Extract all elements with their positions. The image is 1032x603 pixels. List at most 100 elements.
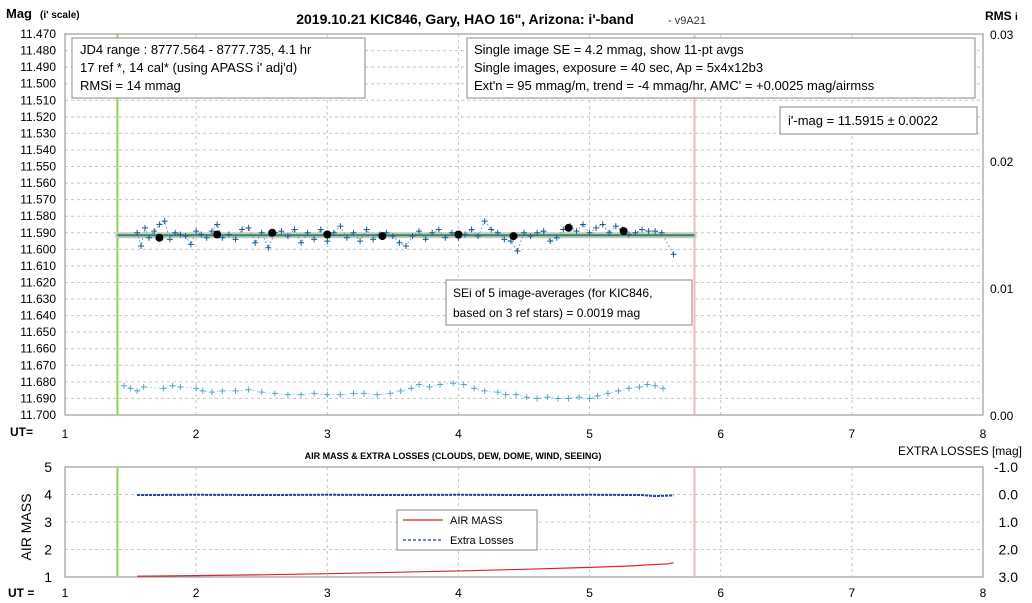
y2-tick-label: 2.0 [999,542,1019,558]
x-tick-label: 1 [62,586,69,600]
y2-tick-label: 0.02 [990,155,1014,169]
airmass-y2-axis-label: EXTRA LOSSES [mag] [898,444,1022,458]
y-tick-label: 5 [44,459,52,475]
y2-tick-label: 0.03 [990,28,1014,42]
average-point [213,230,222,239]
single-image-point [145,234,152,241]
rms-point [350,390,357,397]
rms-point [615,387,622,394]
single-image-point [330,229,337,236]
x-tick-label: 3 [324,586,331,600]
legend-entry: Extra Losses [450,535,514,547]
single-image-point [652,228,659,235]
rms-point [298,391,305,398]
y-tick-label: 11.700 [20,408,56,422]
y-tick-label: 11.640 [20,309,56,323]
rms-point [140,384,147,391]
annotation-box-settings: Single image SE = 4.2 mmag, show 11-pt a… [466,37,976,99]
single-image-point [475,233,482,240]
single-image-point [265,244,272,251]
main-chart-title: 2019.10.21 KIC846, Gary, HAO 16", Arizon… [296,11,634,27]
single-image-point [553,234,560,241]
y-tick-label: 1 [44,569,52,585]
rms-point [636,384,643,391]
single-image-point [527,233,534,240]
annotation-box-range: JD4 range : 8777.564 - 8777.735, 4.1 hr … [71,37,366,99]
rms-point [374,391,381,398]
single-image-point [416,228,423,235]
x-tick-label: 2 [193,427,200,441]
single-image-point [534,229,541,236]
single-image-point [284,233,291,240]
rms-point [652,382,659,389]
main-x-tick-labels: 1 2 3 4 5 6 7 8 [62,427,987,441]
y-tick-label: 11.630 [20,292,56,306]
y-tick-label: 11.540 [20,143,56,157]
rms-point [494,389,501,396]
single-image-point [343,234,350,241]
single-image-point [252,239,259,246]
y-tick-label: 11.590 [20,226,56,240]
y-tick-label: 4 [44,487,52,503]
y-tick-label: 11.650 [20,325,56,339]
single-image-point [606,229,613,236]
rms-point [555,395,562,402]
rms-point [450,380,457,387]
y-tick-label: 11.680 [20,375,56,389]
x-tick-label: 4 [455,586,462,600]
average-point [454,230,463,239]
rms-point [387,390,394,397]
single-image-point [521,229,527,236]
single-image-point [645,228,652,235]
rms-point [258,389,265,396]
single-image-point [488,226,495,233]
x-tick-label: 1 [62,427,69,441]
y-tick-label: 11.570 [20,193,56,207]
rms-point [169,382,176,389]
annotation-line: JD4 range : 8777.564 - 8777.735, 4.1 hr [80,42,312,57]
rms-point [604,390,611,397]
rms-point [193,385,200,392]
main-chart: 2019.10.21 KIC846, Gary, HAO 16", Arizon… [6,6,1018,441]
single-image-point [670,251,677,258]
airmass-y2-tick-labels: -1.0 0.0 1.0 2.0 3.0 [994,459,1018,585]
single-image-point [311,236,318,243]
rms-point [625,385,632,392]
main-chart-version: - v9A21 [668,15,706,27]
single-image-point [182,233,189,240]
annotation-box-sei: SEi of 5 image-averages (for KIC846, bas… [445,279,693,326]
single-image-point [203,234,210,241]
y-tick-label: 2 [44,542,52,558]
single-image-point [187,241,194,248]
annotation-line: Single images, exposure = 40 sec, Ap = 5… [474,60,763,75]
single-image-point [494,229,501,236]
main-y2-tick-labels: 0.00 0.01 0.02 0.03 [990,28,1014,423]
rms-point [460,381,467,388]
single-image-point [166,236,173,243]
single-image-point [151,228,158,235]
single-image-point [177,231,184,238]
y-tick-label: 11.480 [20,44,56,58]
y-tick-label: 11.470 [20,27,56,41]
single-image-point [357,238,364,245]
legend-entry: AIR MASS [450,515,503,527]
y-tick-label: 11.580 [20,209,56,223]
rms-point [397,387,404,394]
single-image-point [435,226,442,233]
single-image-point [161,218,168,225]
annotation-line: based on 3 ref stars) = 0.0019 mag [453,306,640,320]
single-image-point [214,221,221,228]
single-image-point [547,238,554,245]
airmass-x-axis-label: UT = [8,586,34,600]
rms-point [177,384,184,391]
rms-point [134,387,141,394]
average-point [323,230,332,239]
single-image-point [540,228,547,235]
rms-point [426,384,433,391]
x-tick-label: 2 [193,586,200,600]
rms-point [324,391,331,398]
rms-point [594,392,601,399]
single-image-point [239,226,246,233]
rms-point [416,381,423,388]
